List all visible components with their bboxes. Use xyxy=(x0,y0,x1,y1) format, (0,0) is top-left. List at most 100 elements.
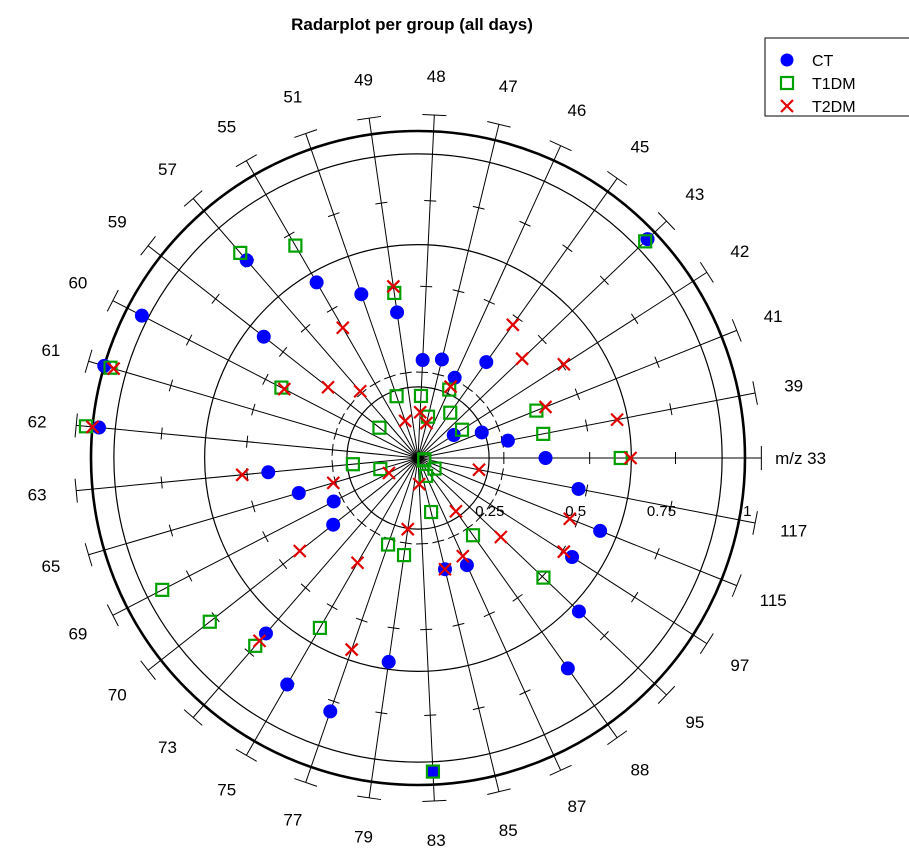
spoke-tick xyxy=(246,435,249,448)
spoke-tick xyxy=(262,531,269,543)
spoke-tick xyxy=(84,543,93,567)
spoke-tick xyxy=(327,698,340,704)
spoke-tick xyxy=(375,711,388,715)
category-label-48: 48 xyxy=(427,67,446,86)
spoke-tick xyxy=(420,285,433,288)
t2dm-point-83 xyxy=(412,477,427,491)
spoke-tick xyxy=(752,381,758,405)
spoke-tick xyxy=(669,403,673,416)
spoke-tick xyxy=(185,570,193,582)
spoke-tick xyxy=(74,413,78,438)
spoke-tick xyxy=(731,574,742,597)
ct-point-77 xyxy=(323,704,338,719)
spoke-tick xyxy=(422,799,447,803)
spoke-tick xyxy=(630,313,639,325)
t1dm-point-77 xyxy=(380,537,396,552)
spoke-tick xyxy=(106,289,119,312)
spoke-tick xyxy=(424,714,437,717)
spoke-tick xyxy=(447,533,460,540)
t1dm-point-39 xyxy=(536,426,551,441)
category-label-46: 46 xyxy=(567,101,586,120)
spoke-tick xyxy=(549,764,572,776)
radial-tick-label: 0.75 xyxy=(647,503,676,520)
spoke-tick xyxy=(486,499,494,510)
t1dm-point-m-z-33 xyxy=(613,450,628,466)
t2dm-point-47 xyxy=(419,416,434,430)
spoke-tick xyxy=(422,113,447,117)
spoke-tick xyxy=(168,379,174,392)
spoke-tick xyxy=(654,547,660,560)
spoke-tick xyxy=(251,403,256,416)
spoke-tick xyxy=(356,617,368,623)
spoke-tick xyxy=(562,244,573,253)
ct-point-60 xyxy=(134,308,149,323)
spoke-tick xyxy=(333,427,338,440)
spoke-tick xyxy=(399,371,412,375)
legend: CT T1DM T2DM xyxy=(764,37,909,117)
legend-marker-ct xyxy=(780,53,794,67)
spoke-tick xyxy=(432,539,445,544)
t1dm-point-60 xyxy=(274,380,289,395)
spoke-tick xyxy=(599,631,609,641)
t1dm-point-57 xyxy=(233,245,248,260)
spoke-tick xyxy=(657,685,676,704)
data-marks xyxy=(78,232,655,779)
t2dm-point-m-z-33 xyxy=(623,451,638,465)
spoke-tick xyxy=(483,298,495,305)
t2dm-point-65 xyxy=(326,476,341,490)
ct-point-88 xyxy=(560,661,575,676)
t2dm-point-46 xyxy=(443,379,458,394)
spoke-tick xyxy=(326,305,338,313)
spoke-tick xyxy=(357,115,382,121)
t1dm-point-45 xyxy=(443,405,458,420)
category-label-41: 41 xyxy=(764,307,783,326)
category-label-57: 57 xyxy=(158,160,177,179)
spoke-tick xyxy=(420,628,433,631)
category-label-60: 60 xyxy=(68,274,87,293)
category-label-87: 87 xyxy=(567,797,586,816)
spoke-tick xyxy=(472,706,485,711)
t1dm-point-88 xyxy=(465,528,481,543)
spoke-tick xyxy=(74,478,78,503)
category-label-42: 42 xyxy=(730,242,749,261)
ct-point-83 xyxy=(425,764,440,779)
t2dm-point-69 xyxy=(382,466,396,480)
ct-point-m-z-33 xyxy=(538,451,553,465)
category-label-49: 49 xyxy=(354,70,373,89)
t1dm-point-51 xyxy=(389,389,404,404)
t1dm-point-59 xyxy=(372,420,387,435)
spoke-tick xyxy=(84,349,93,373)
category-label-61: 61 xyxy=(41,341,60,360)
t2dm-point-77 xyxy=(344,642,359,657)
spoke-tick xyxy=(699,262,714,283)
spoke-tick xyxy=(106,604,119,627)
ct-point-117 xyxy=(571,481,586,496)
category-label-59: 59 xyxy=(108,212,127,231)
spoke-tick xyxy=(472,205,485,210)
spoke-tick xyxy=(346,506,355,517)
spoke-tick xyxy=(519,689,531,696)
spoke-tick xyxy=(537,571,547,582)
spoke-tick xyxy=(327,212,340,218)
category-label-75: 75 xyxy=(217,780,236,799)
spoke-tick xyxy=(599,275,609,285)
t1dm-point-79 xyxy=(396,548,412,563)
t2dm-point-57 xyxy=(353,384,367,399)
spoke-tick xyxy=(278,559,288,570)
spoke-tick xyxy=(424,199,437,202)
spoke-tick xyxy=(549,140,572,152)
spoke-tick xyxy=(657,212,676,231)
category-label-83: 83 xyxy=(427,831,446,850)
spoke-tick xyxy=(486,406,494,417)
t1dm-point-83 xyxy=(425,764,441,779)
spoke-tick xyxy=(699,633,714,654)
spoke-tick xyxy=(326,603,338,611)
t1dm-point-43 xyxy=(638,234,653,249)
ct-point-95 xyxy=(571,604,586,619)
category-label-88: 88 xyxy=(630,761,649,780)
t2dm-point-48 xyxy=(413,405,427,420)
spoke-tick xyxy=(432,372,445,377)
ct-point-39 xyxy=(500,433,515,448)
spoke-tick xyxy=(338,413,345,425)
t2dm-point-45 xyxy=(506,318,520,332)
